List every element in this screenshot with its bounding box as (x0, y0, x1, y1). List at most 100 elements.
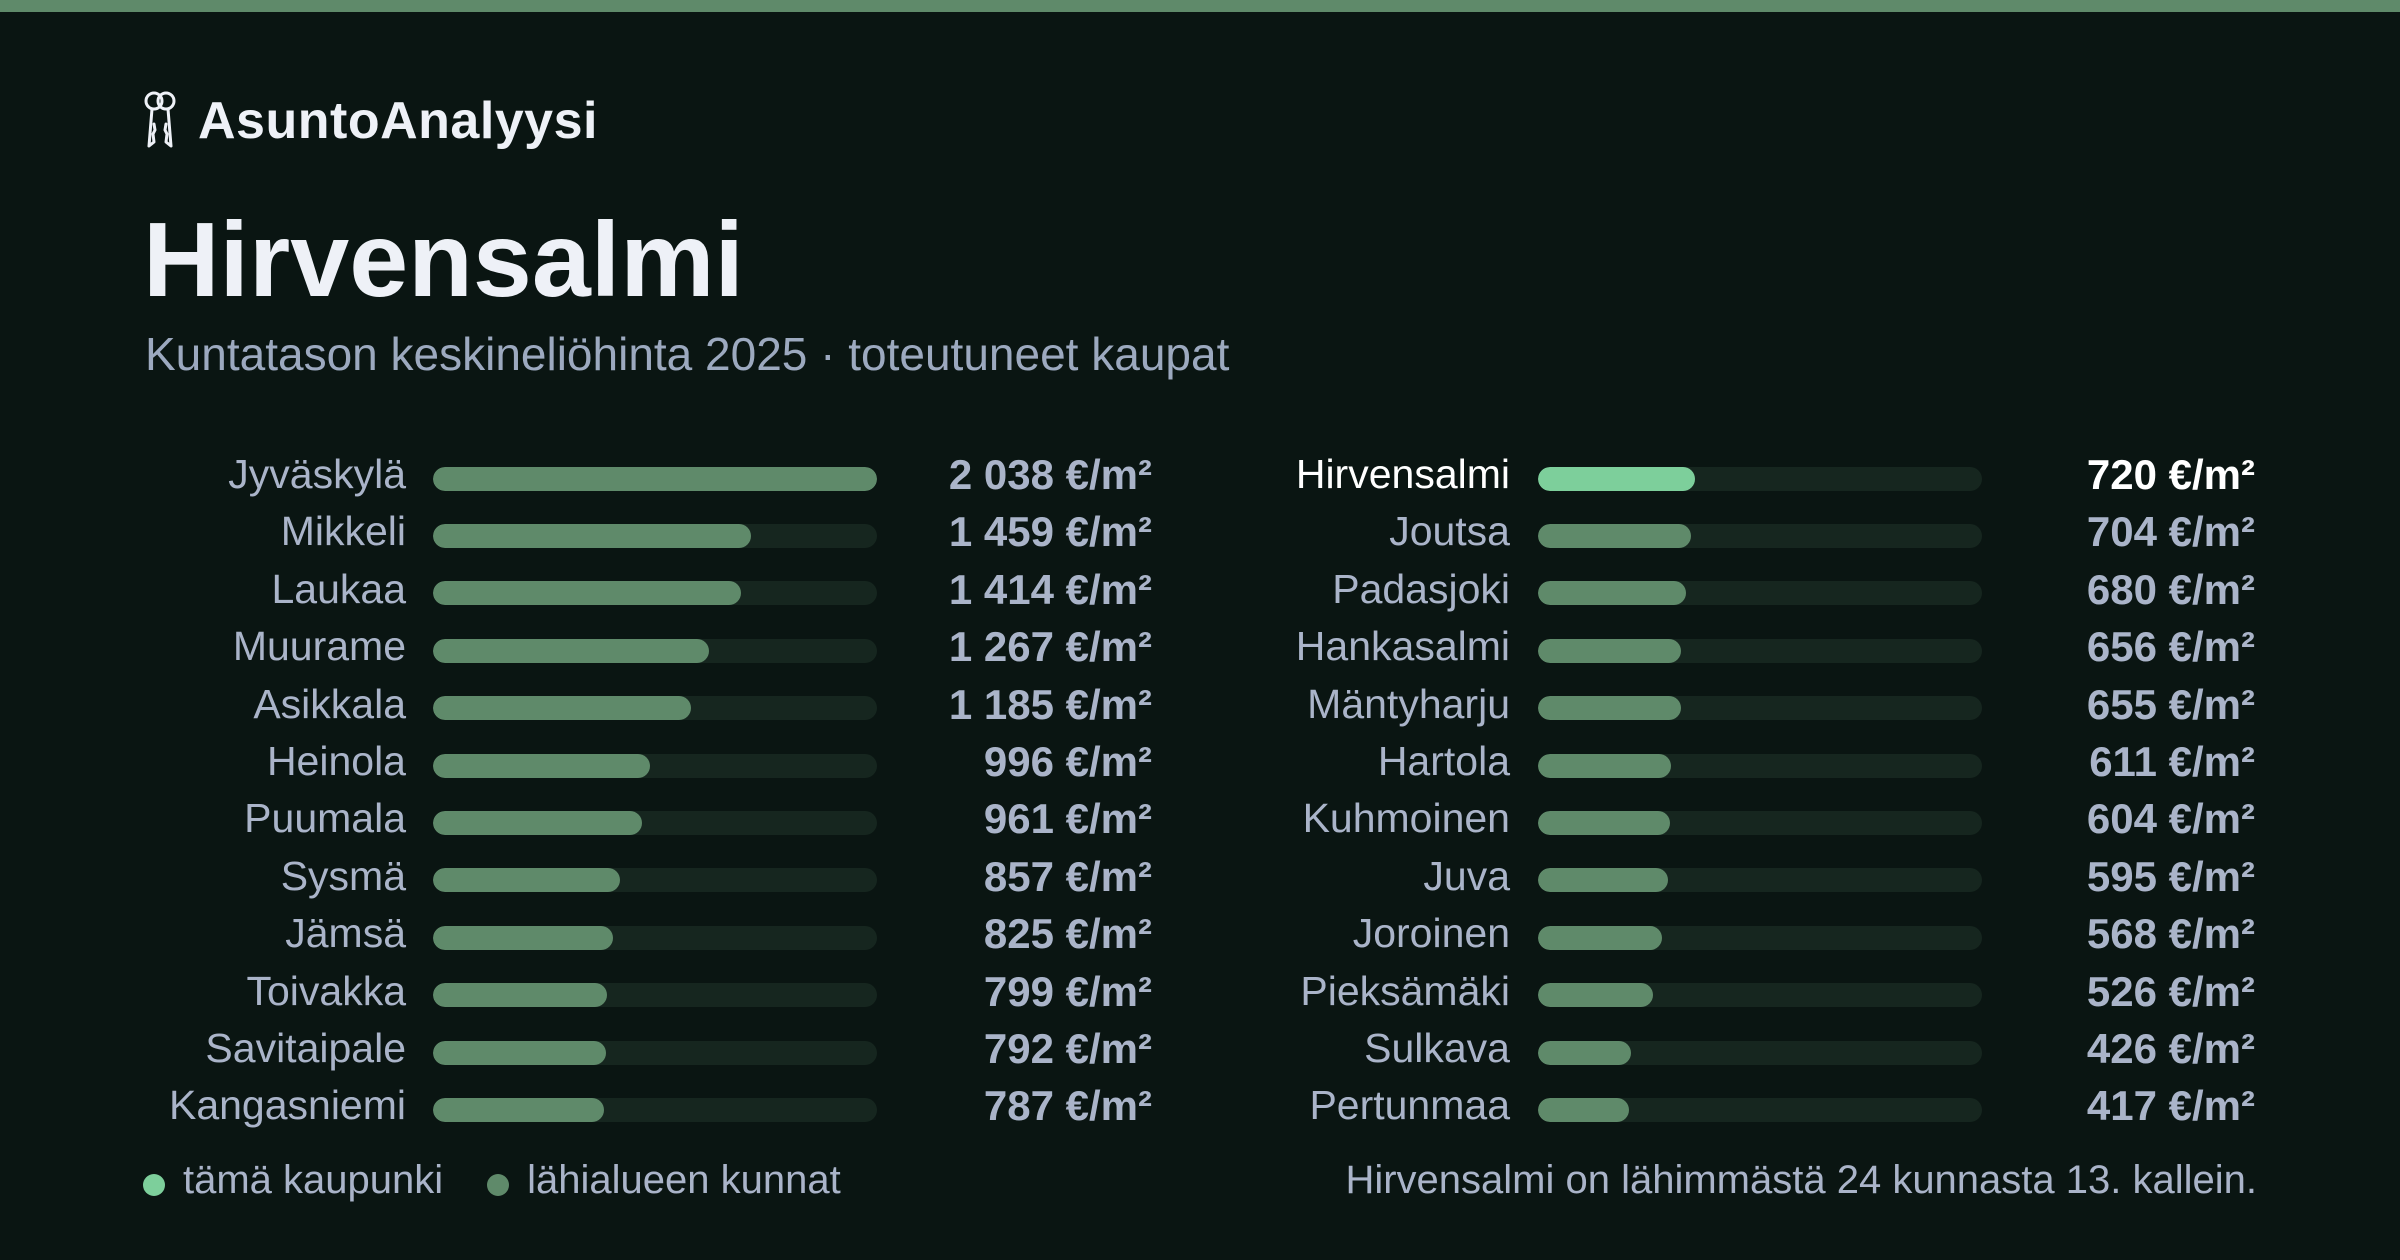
bar-label: Padasjoki (1332, 565, 1510, 612)
bar-row: Pertunmaa 417 €/m² (1200, 1077, 2260, 1134)
bar-value-label: 655 €/m² (2086, 680, 2255, 728)
bar-value-label: 1 185 €/m² (948, 680, 1152, 728)
bar-track (433, 925, 877, 950)
bar-label: Pieksämäki (1300, 967, 1510, 1014)
page-title: Hirvensalmi (143, 201, 744, 319)
bar-row: Hartola 611 €/m² (1200, 733, 2260, 790)
bar-label: Pertunmaa (1309, 1082, 1510, 1129)
bar-track (433, 868, 877, 893)
bar-value-label: 799 €/m² (983, 967, 1152, 1015)
bar (1538, 1040, 1631, 1065)
bar-value-label: 961 €/m² (983, 795, 1152, 843)
bar-row: Jyväskylä 2 038 €/m² (0, 446, 1160, 503)
legend-dot-nearby (487, 1174, 510, 1196)
legend-dot-this-city (143, 1174, 165, 1196)
bar-row: Hankasalmi 656 €/m² (1200, 618, 2260, 675)
legend: tämä kaupunki lähialueen kunnat (143, 1150, 885, 1210)
bar-label: Heinola (266, 737, 406, 784)
bar (1538, 925, 1662, 950)
bar (1538, 696, 1681, 721)
bar (433, 638, 710, 663)
bar (1538, 524, 1692, 549)
bar-label: Mikkeli (280, 508, 406, 555)
bar-track (1538, 638, 1982, 663)
bar-label: Sulkava (1364, 1024, 1510, 1071)
bar-track (1538, 868, 1982, 893)
bar-label: Joroinen (1352, 910, 1510, 957)
bar-track (1538, 466, 1982, 491)
bar-row: Muurame 1 267 €/m² (0, 618, 1160, 675)
brand-name: AsuntoAnalyysi (198, 92, 598, 150)
bar (1538, 581, 1687, 606)
bar-track (433, 524, 877, 549)
bar (433, 696, 692, 721)
bar (433, 983, 608, 1008)
bar-value-label: 720 €/m² (2086, 451, 2255, 498)
bar-label: Toivakka (246, 967, 406, 1014)
bar-value-label: 704 €/m² (2086, 508, 2255, 556)
legend-label-nearby: lähialueen kunnat (527, 1157, 841, 1202)
bar-label: Juva (1423, 852, 1510, 899)
bar-row: Mikkeli 1 459 €/m² (0, 503, 1160, 560)
bar-row: Padasjoki 680 €/m² (1200, 561, 2260, 618)
bar (433, 466, 877, 491)
bar-row: Sulkava 426 €/m² (1200, 1020, 2260, 1077)
bar-value-label: 417 €/m² (2086, 1082, 2255, 1130)
bar-track (433, 581, 877, 606)
brand: AsuntoAnalyysi (140, 90, 598, 152)
bar-list-right: Hirvensalmi 720 €/m² Joutsa 704 €/m² Padasjo… (1200, 446, 2260, 1135)
bar (433, 524, 751, 549)
bar-track (1538, 581, 1982, 606)
bar (433, 753, 650, 778)
bar-row: Sysmä 857 €/m² (0, 848, 1160, 905)
bar-row: Hirvensalmi 720 €/m² (1200, 446, 2260, 503)
bar-label: Hirvensalmi (1295, 451, 1510, 497)
bar (1538, 753, 1672, 778)
bar (433, 811, 643, 836)
bar (1538, 868, 1668, 893)
bar-label: Kuhmoinen (1302, 795, 1510, 842)
bar-track (1538, 753, 1982, 778)
bar-label: Kangasniemi (168, 1082, 406, 1129)
bar-track (1538, 1097, 1982, 1122)
bar (1538, 638, 1681, 663)
bar (1538, 1097, 1629, 1122)
bar-value-label: 604 €/m² (2086, 795, 2255, 843)
legend-item-nearby: lähialueen kunnat (487, 1158, 841, 1203)
bar-track (433, 983, 877, 1008)
bar-label: Mäntyharju (1307, 680, 1510, 727)
bar-value-label: 787 €/m² (983, 1082, 1152, 1130)
bar-value-label: 857 €/m² (983, 852, 1152, 900)
bar-track (433, 753, 877, 778)
bar-label: Hartola (1377, 737, 1510, 784)
bar-value-label: 2 038 €/m² (948, 451, 1152, 498)
bar-track (1538, 524, 1982, 549)
bar-row: Mäntyharju 655 €/m² (1200, 676, 2260, 733)
bar-track (433, 1040, 877, 1065)
bar-value-label: 1 267 €/m² (948, 623, 1152, 671)
bar-value-label: 611 €/m² (2089, 737, 2255, 785)
top-accent-bar (0, 0, 2400, 12)
legend-item-this-city: tämä kaupunki (143, 1158, 443, 1203)
bar-row: Puumala 961 €/m² (0, 790, 1160, 847)
bar-track (433, 696, 877, 721)
bar-label: Muurame (232, 623, 406, 670)
bar-value-label: 526 €/m² (2086, 967, 2255, 1015)
bar-value-label: 656 €/m² (2086, 623, 2255, 671)
bar-row: Jämsä 825 €/m² (0, 905, 1160, 962)
bar-value-label: 595 €/m² (2086, 852, 2255, 900)
bar-track (1538, 811, 1982, 836)
legend-label-this-city: tämä kaupunki (183, 1157, 444, 1202)
bar-track (1538, 983, 1982, 1008)
bar-row: Heinola 996 €/m² (0, 733, 1160, 790)
bar-row: Kangasniemi 787 €/m² (0, 1077, 1160, 1134)
bar-row: Savitaipale 792 €/m² (0, 1020, 1160, 1077)
bar (433, 925, 613, 950)
bar-label: Jämsä (285, 910, 406, 957)
bar-value-label: 426 €/m² (2086, 1024, 2255, 1072)
bar-label: Jyväskylä (228, 451, 406, 497)
bar-track (433, 638, 877, 663)
bar-label: Laukaa (271, 565, 406, 612)
keys-icon (144, 91, 176, 148)
bar-track (1538, 925, 1982, 950)
